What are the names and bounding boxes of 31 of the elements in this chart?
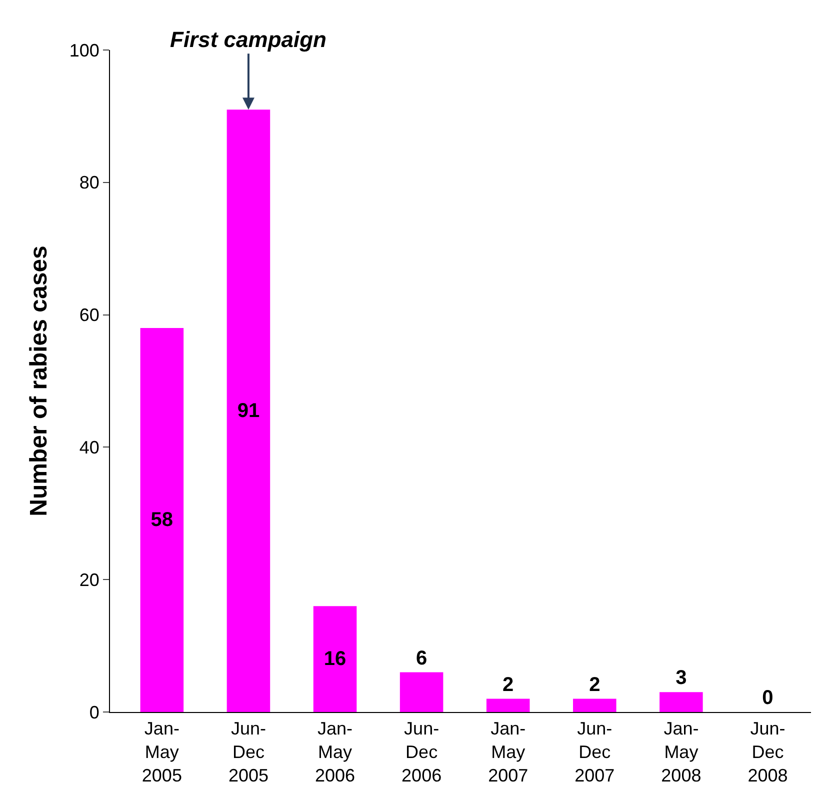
bar [400,672,444,712]
data-label: 91 [237,400,260,422]
x-tick-label: Jan-May 2006 [314,718,356,786]
bar [573,698,616,712]
data-label: 2 [589,674,600,696]
x-tick-label: Jan-May 2008 [661,718,702,786]
y-tick-label: 100 [69,40,100,60]
data-label: 2 [502,674,514,696]
y-tick-label: 80 [79,172,100,193]
bar [226,110,270,712]
x-tick-label: Jun-Dec 2008 [748,718,788,786]
y-tick-label: 60 [79,305,100,326]
data-label: 6 [416,647,428,670]
data-label: 58 [150,509,174,532]
x-tick-label: Jan-May 2007 [488,718,528,786]
y-tick-label: 20 [79,570,100,590]
x-tick-label: Jan-May 2005 [142,718,182,786]
bar [313,606,357,712]
bar [486,698,530,712]
x-tick-label: Jun-Dec 2005 [228,718,268,786]
annotation: First campaign [170,27,326,52]
y-tick-label: 40 [79,438,100,458]
y-axis-title: Number of rabies cases [25,246,52,516]
x-tick-label: Jun-Dec 2006 [402,718,442,786]
x-tick-label: Jun-Dec 2007 [574,718,615,786]
data-label: 0 [762,687,774,709]
data-label: 16 [324,648,346,670]
bar [140,328,184,712]
y-tick-label: 0 [89,702,100,722]
data-label: 3 [676,667,687,690]
bar [660,692,703,712]
